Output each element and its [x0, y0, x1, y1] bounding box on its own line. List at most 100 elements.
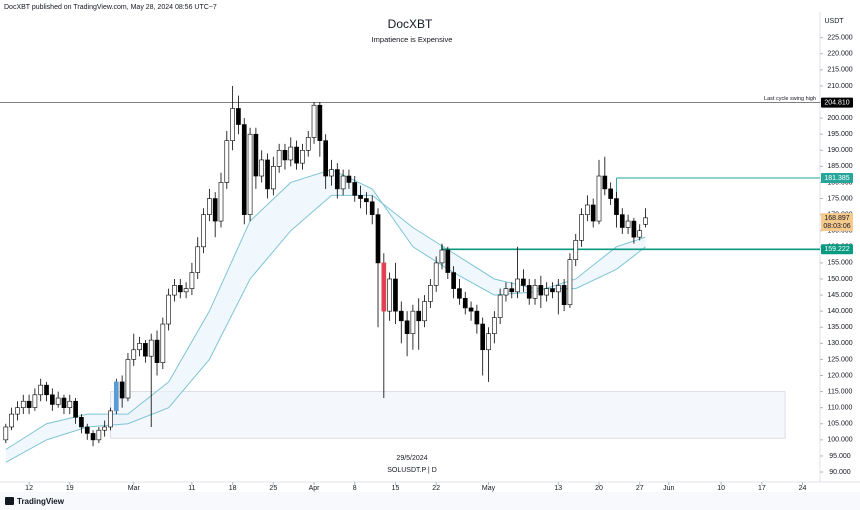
candle: [491, 311, 497, 344]
chart-subtitle: Impatience is Expensive: [372, 35, 453, 44]
x-tick-label: Apr: [309, 485, 321, 492]
candle: [457, 278, 462, 305]
candle-body: [55, 397, 61, 405]
x-tick-label: Mar: [128, 485, 141, 492]
candle-body: [259, 159, 265, 177]
candle-body: [207, 198, 212, 215]
candle-body: [416, 310, 422, 322]
candle-body: [369, 201, 375, 215]
candle: [236, 95, 241, 135]
candle: [334, 163, 340, 199]
candle-body: [398, 310, 404, 322]
header-text: DocXBT published on TradingView.com, May…: [4, 4, 217, 11]
candle-body: [387, 278, 392, 312]
x-tick-label: 19: [66, 485, 74, 492]
y-tick-label: 135.000: [827, 324, 852, 331]
candle: [358, 185, 363, 209]
candle-body: [404, 320, 410, 334]
candle-body: [189, 272, 195, 289]
candle: [625, 214, 631, 234]
x-tick-label: 22: [432, 485, 440, 492]
candle: [26, 394, 32, 415]
candle-body: [451, 272, 456, 289]
candle: [160, 317, 166, 370]
candle: [643, 208, 648, 228]
y-tick-label: 185.000: [827, 163, 852, 170]
candle: [201, 208, 206, 254]
candle-body: [334, 169, 340, 190]
y-tick-label: 190.000: [827, 147, 852, 154]
candle: [579, 208, 584, 247]
candle-body: [602, 175, 608, 190]
y-tick-label: 130.000: [827, 340, 852, 347]
candle: [526, 278, 532, 305]
candle-body: [491, 317, 497, 334]
candle: [422, 295, 427, 328]
candle: [445, 246, 451, 279]
x-tick-label: 24: [799, 485, 807, 492]
candle-body: [143, 343, 148, 357]
candle: [276, 143, 282, 173]
candle: [189, 262, 195, 296]
candle-body: [544, 288, 550, 296]
candle: [154, 330, 160, 376]
candle-body: [305, 137, 311, 151]
candle-body: [131, 349, 137, 360]
candle-body: [497, 294, 503, 318]
candle-body: [218, 182, 224, 222]
candle: [282, 143, 288, 170]
last-price-countdown: 08:03:06: [823, 223, 850, 230]
candle: [50, 388, 55, 411]
candle-body: [73, 400, 78, 418]
price-label-bg: [821, 97, 853, 108]
candle-body: [509, 288, 515, 293]
candle: [96, 426, 102, 444]
candle-body: [515, 278, 520, 293]
candle-body: [561, 285, 567, 306]
candle-body: [614, 198, 619, 215]
candle: [137, 336, 142, 357]
candle-body: [590, 204, 596, 222]
x-tick-label: 17: [758, 485, 766, 492]
candle-body: [79, 417, 84, 428]
candle: [108, 407, 113, 431]
candle-body: [393, 278, 398, 312]
y-tick-label: 200.000: [827, 115, 852, 122]
candle: [387, 272, 392, 321]
candle-body: [596, 175, 602, 222]
candle: [474, 304, 480, 334]
candle-body: [352, 182, 358, 196]
y-tick-label: 145.000: [827, 292, 852, 299]
candle: [585, 195, 590, 222]
candle-body: [445, 249, 451, 273]
candle: [195, 237, 201, 279]
candle: [532, 278, 538, 305]
candle-body: [44, 384, 49, 396]
y-tick-label: 95.000: [829, 453, 851, 460]
x-tick-label: 8: [353, 485, 357, 492]
candle-body: [439, 249, 445, 264]
candle: [369, 195, 375, 225]
candle-body: [619, 214, 625, 228]
candle-body: [84, 426, 90, 434]
candle-body: [265, 159, 270, 190]
candle: [340, 169, 346, 196]
candle-body: [433, 262, 439, 286]
candle: [265, 153, 270, 199]
candle: [317, 102, 323, 157]
candle: [183, 282, 189, 299]
candle: [32, 388, 38, 411]
candle: [67, 394, 73, 415]
candle: [61, 394, 67, 415]
candle: [608, 182, 613, 205]
candle: [486, 327, 491, 382]
candle: [212, 192, 218, 238]
candle: [44, 381, 49, 402]
candle-body: [625, 220, 631, 228]
x-tick-label: 25: [269, 485, 277, 492]
candle-body: [253, 133, 259, 177]
candle-body: [125, 359, 131, 399]
price-label: 181.385: [824, 175, 849, 182]
candle-body: [160, 323, 166, 363]
x-tick-label: 12: [25, 485, 33, 492]
